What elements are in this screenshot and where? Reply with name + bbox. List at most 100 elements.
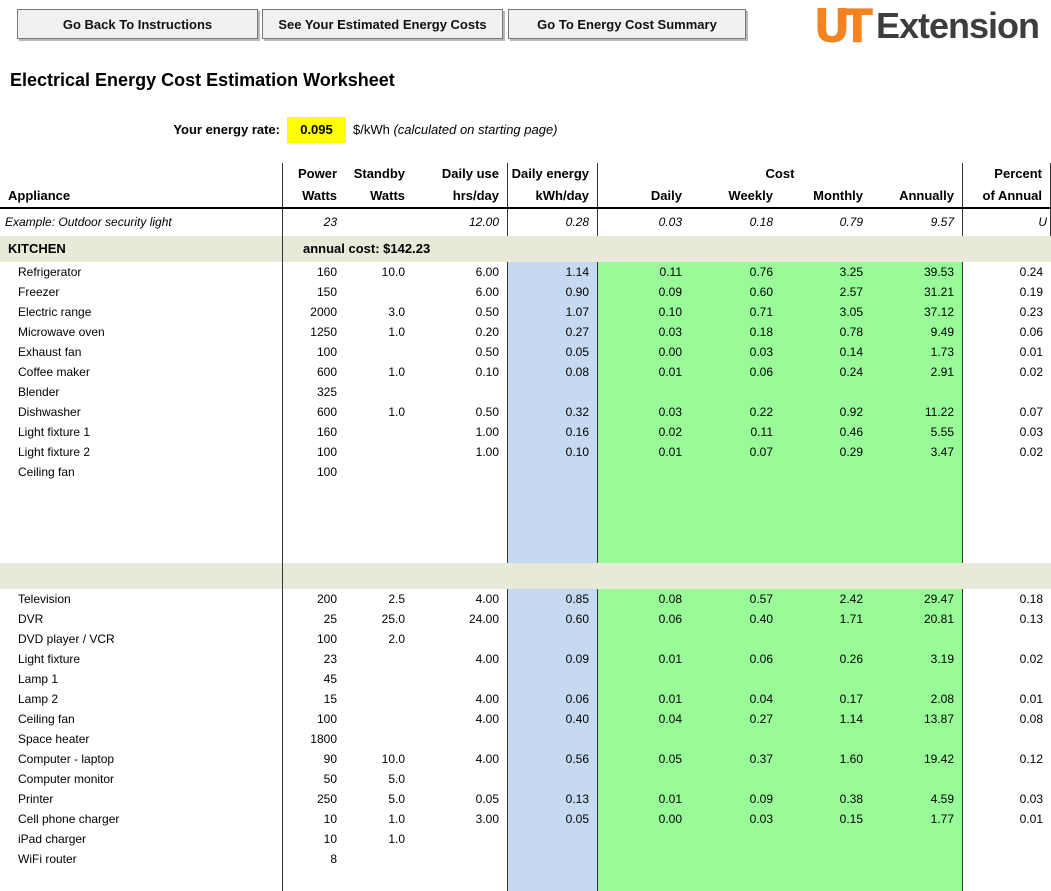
cell-standby[interactable] [345, 442, 413, 462]
cell-appliance[interactable]: iPad charger [0, 829, 283, 849]
cell-daily-use[interactable]: 6.00 [413, 282, 508, 302]
cell-cost-daily[interactable]: 0.09 [598, 282, 690, 302]
cell-daily-energy[interactable]: 0.60 [508, 609, 598, 629]
cell-daily-use[interactable] [413, 829, 508, 849]
section-band[interactable] [0, 563, 1051, 589]
cell-power[interactable]: 600 [316, 365, 337, 379]
cell-cost-annually[interactable]: 3.19 [871, 649, 963, 669]
cell-cost-weekly[interactable]: 0.09 [690, 789, 781, 809]
cell-cost-weekly[interactable] [690, 629, 781, 649]
cell-cost-annually[interactable]: 37.12 [871, 302, 963, 322]
cell-daily-energy[interactable]: 1.14 [508, 262, 598, 282]
cell-standby[interactable]: 2.5 [388, 592, 405, 606]
cell-standby[interactable] [345, 342, 413, 362]
cell-daily-energy[interactable]: 0.28 [508, 209, 598, 236]
cell-percent[interactable]: 0.06 [1019, 325, 1043, 339]
cell-cost-annually[interactable]: 29.47 [871, 589, 963, 609]
empty-rows-area[interactable] [0, 482, 1051, 563]
col-header-use-top[interactable]: Daily use [413, 163, 508, 185]
cell-daily-energy[interactable] [508, 462, 598, 482]
cell-cost-weekly[interactable] [690, 729, 781, 749]
cell-percent[interactable]: 0.13 [1019, 612, 1043, 626]
cell-appliance[interactable]: Exhaust fan [0, 342, 283, 362]
cell-cost-annually[interactable] [871, 829, 963, 849]
cell-cost-daily[interactable] [598, 729, 690, 749]
cell-cost-daily[interactable]: 0.00 [598, 342, 690, 362]
cell-standby[interactable]: 1.0 [388, 405, 405, 419]
cell-daily-energy[interactable]: 0.09 [508, 649, 598, 669]
cell-standby[interactable]: 10.0 [381, 265, 405, 279]
cell-standby[interactable]: 1.0 [388, 325, 405, 339]
cell-cost-monthly[interactable] [781, 462, 871, 482]
cell-appliance[interactable]: Television [0, 589, 283, 609]
cell-cost-monthly[interactable]: 0.29 [781, 442, 871, 462]
cell-cost-weekly[interactable]: 0.06 [690, 362, 781, 382]
cell-percent[interactable]: 0.24 [1019, 265, 1043, 279]
cell-standby[interactable] [345, 422, 413, 442]
cell-cost-weekly[interactable]: 0.22 [690, 402, 781, 422]
cell-cost-monthly[interactable]: 0.38 [781, 789, 871, 809]
cell-daily-energy[interactable]: 0.32 [508, 402, 598, 422]
cell-power[interactable]: 1800 [310, 732, 337, 746]
cell-cost-annually[interactable]: 5.55 [871, 422, 963, 442]
cell-cost-daily[interactable]: 0.01 [598, 689, 690, 709]
cell-cost-annually[interactable]: 19.42 [871, 749, 963, 769]
cell-daily-energy[interactable] [508, 382, 598, 402]
col-header-appliance[interactable]: Appliance [0, 185, 283, 207]
cell-standby[interactable] [345, 689, 413, 709]
cell-appliance[interactable]: Space heater [0, 729, 283, 749]
col-header-standby-bottom[interactable]: Watts [370, 188, 405, 203]
cell-cost-daily[interactable] [598, 669, 690, 689]
cell-daily-energy[interactable]: 0.05 [508, 342, 598, 362]
cell-cost-daily[interactable]: 0.04 [598, 709, 690, 729]
cell-daily-energy[interactable]: 0.16 [508, 422, 598, 442]
cell-percent[interactable]: 0.03 [1019, 792, 1043, 806]
col-header-standby-top[interactable]: Standby [353, 166, 405, 181]
cell-daily-energy[interactable]: 0.56 [508, 749, 598, 769]
cell-standby[interactable] [345, 729, 413, 749]
cell-cost-monthly[interactable] [781, 629, 871, 649]
cell-daily-energy[interactable]: 0.05 [508, 809, 598, 829]
cell-appliance[interactable]: Computer monitor [0, 769, 283, 789]
cell-power[interactable]: 100 [316, 465, 337, 479]
cell-standby[interactable]: 1.0 [388, 832, 405, 846]
col-header-cost-group[interactable]: Cost [598, 163, 963, 185]
cell-cost-annually[interactable]: 1.77 [871, 809, 963, 829]
cell-cost-annually[interactable] [871, 669, 963, 689]
cell-cost-annually[interactable] [871, 729, 963, 749]
cell-daily-energy[interactable] [508, 669, 598, 689]
cell-standby[interactable]: 1.0 [388, 812, 405, 826]
cell-cost-monthly[interactable]: 3.05 [781, 302, 871, 322]
cell-daily-energy[interactable]: 0.40 [508, 709, 598, 729]
cell-daily-use[interactable]: 0.10 [413, 362, 508, 382]
cell-cost-daily[interactable]: 0.10 [598, 302, 690, 322]
cell-daily-use[interactable]: 12.00 [413, 209, 508, 236]
cell-power[interactable]: 600 [316, 405, 337, 419]
cell-percent[interactable]: 0.07 [1019, 405, 1043, 419]
cell-daily-use[interactable]: 0.20 [413, 322, 508, 342]
col-header-annually[interactable]: Annually [871, 185, 963, 207]
cell-cost-weekly[interactable]: 0.27 [690, 709, 781, 729]
cell-daily-energy[interactable]: 0.10 [508, 442, 598, 462]
cell-daily-use[interactable]: 0.05 [413, 789, 508, 809]
cell-power[interactable]: 100 [316, 345, 337, 359]
cell-cost-daily[interactable]: 0.00 [598, 809, 690, 829]
cell-appliance[interactable]: DVR [0, 609, 283, 629]
cell-power[interactable]: 250 [316, 792, 337, 806]
cell-standby[interactable] [345, 382, 413, 402]
cell-appliance[interactable]: Blender [0, 382, 283, 402]
cell-appliance[interactable]: Printer [0, 789, 283, 809]
cell-appliance[interactable]: WiFi router [0, 849, 283, 869]
cell-power[interactable]: 15 [323, 692, 337, 706]
cell-standby[interactable] [345, 209, 413, 236]
cell-cost-weekly[interactable]: 0.11 [690, 422, 781, 442]
cell-daily-use[interactable]: 4.00 [413, 689, 508, 709]
cell-power[interactable]: 325 [316, 385, 337, 399]
cell-daily-use[interactable] [413, 382, 508, 402]
cell-cost-annually[interactable] [871, 382, 963, 402]
cell-cost-daily[interactable] [598, 829, 690, 849]
cell-appliance[interactable]: Lamp 2 [0, 689, 283, 709]
cell-daily-energy[interactable] [508, 829, 598, 849]
cell-cost-monthly[interactable]: 0.92 [781, 402, 871, 422]
cell-percent[interactable]: 0.18 [1019, 592, 1043, 606]
